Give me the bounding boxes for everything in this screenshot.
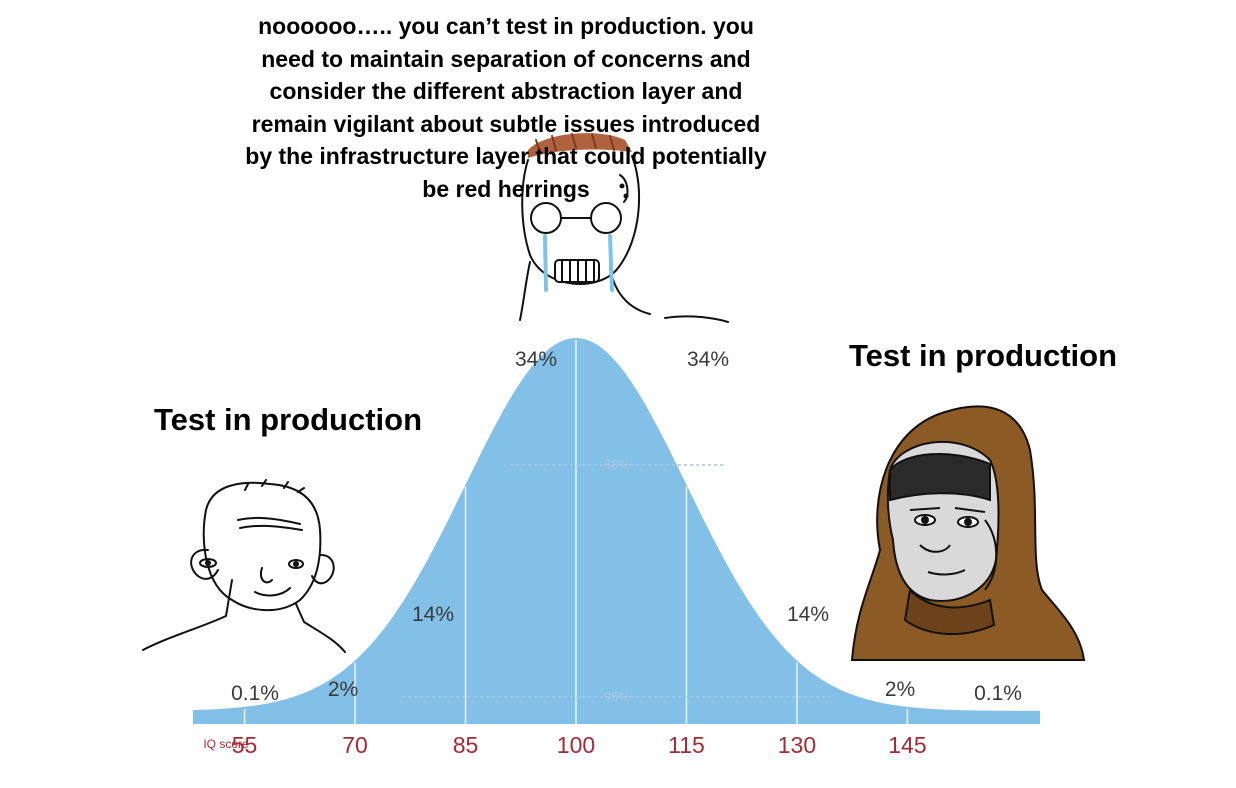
hooded-wojak-icon bbox=[850, 405, 1086, 661]
simple-wojak-icon bbox=[142, 479, 346, 653]
crying-nerd-wojak-icon bbox=[519, 133, 729, 323]
x-axis-ticks: 55 70 85 100 115 130 145 bbox=[232, 732, 927, 758]
left-caption: Test in production bbox=[153, 402, 423, 437]
x-tick-label: 55 bbox=[232, 732, 258, 758]
middle-caption: noooooo….. you can’t test in production.… bbox=[245, 13, 767, 202]
inner-label-68: 68% bbox=[604, 457, 630, 472]
region-label-left-2: 2% bbox=[328, 678, 358, 701]
region-label-left-tail: 0.1% bbox=[231, 682, 279, 705]
x-tick-label: 115 bbox=[668, 732, 705, 758]
x-tick-label: 70 bbox=[342, 732, 368, 758]
region-label-right-tail: 0.1% bbox=[974, 682, 1022, 705]
bell-curve-area bbox=[193, 338, 1040, 724]
x-tick-label: 145 bbox=[888, 732, 926, 758]
right-caption: Test in production bbox=[848, 338, 1118, 373]
x-tick-label: 85 bbox=[453, 732, 479, 758]
x-tick-label: 100 bbox=[557, 732, 595, 758]
region-label-right-34: 34% bbox=[687, 348, 729, 371]
region-label-left-14: 14% bbox=[412, 603, 454, 626]
inner-label-95: 95% bbox=[604, 689, 630, 704]
region-label-right-14: 14% bbox=[787, 603, 829, 626]
x-axis-label: IQ score bbox=[203, 737, 249, 751]
x-tick-label: 130 bbox=[778, 732, 816, 758]
region-label-right-2: 2% bbox=[885, 678, 915, 701]
region-label-left-34: 34% bbox=[515, 348, 557, 371]
sd-lines bbox=[243, 340, 909, 724]
